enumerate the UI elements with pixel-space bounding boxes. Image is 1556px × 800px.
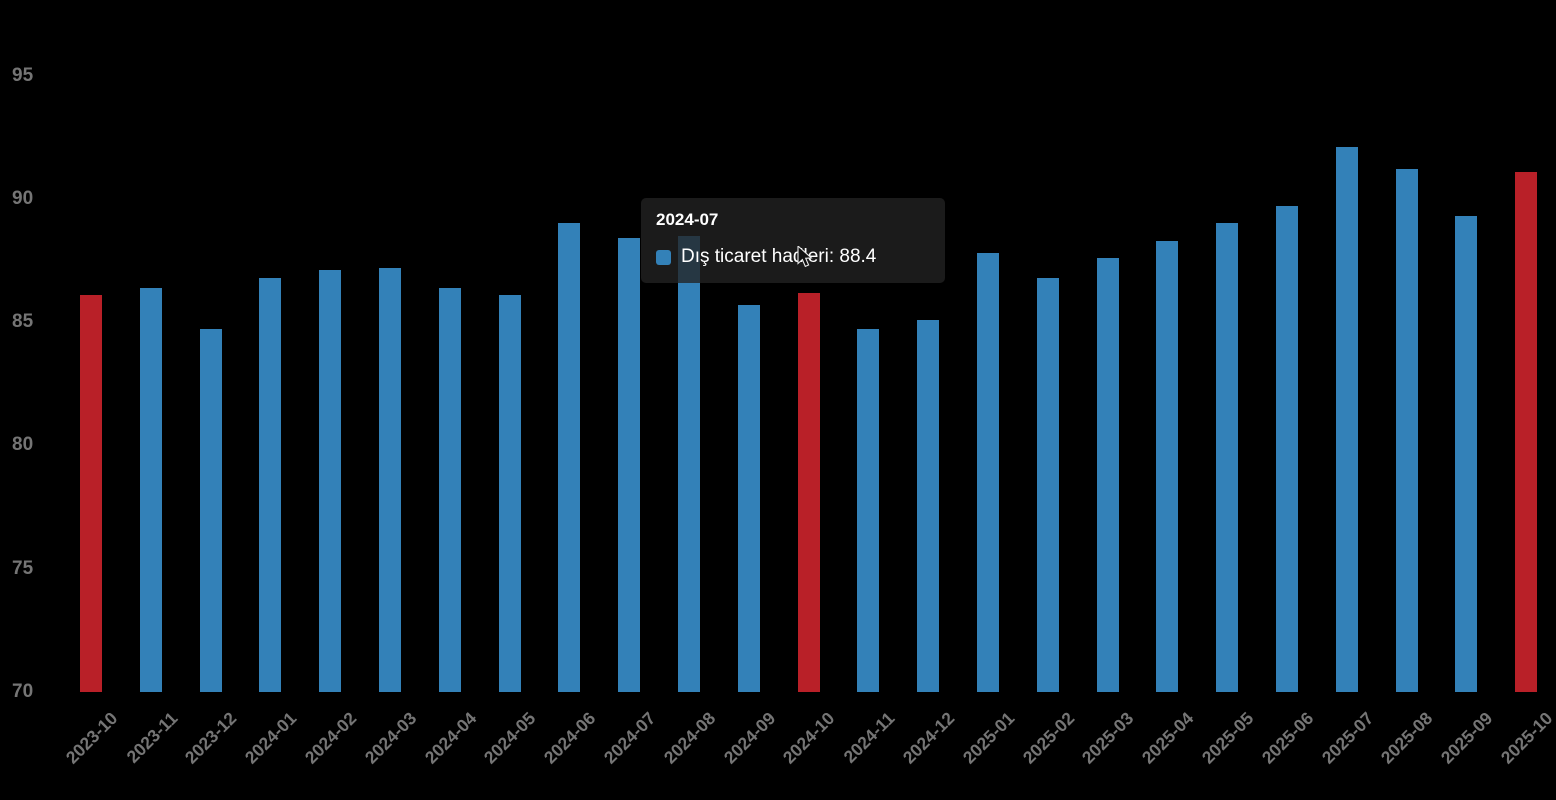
- x-tick-label-2023-11: 2023-11: [122, 708, 181, 767]
- bar-2025-08[interactable]: [1395, 169, 1418, 692]
- bar-2025-02[interactable]: [1036, 277, 1059, 692]
- series-marker-icon: [656, 249, 671, 265]
- x-tick-label-2023-12: 2023-12: [181, 708, 241, 768]
- tooltip-series-value: Dış ticaret hadleri: 88.4: [681, 246, 877, 267]
- tooltip-row: Dış ticaret hadleri: 88.4: [656, 246, 930, 268]
- x-tick-label-2025-07: 2025-07: [1317, 708, 1377, 768]
- x-tick-label-2024-06: 2024-06: [539, 708, 600, 768]
- bar-2024-04[interactable]: [438, 287, 461, 692]
- y-tick-label-75: 75: [12, 557, 34, 579]
- bar-2024-08[interactable]: [678, 235, 700, 692]
- bar-2024-06[interactable]: [558, 223, 581, 692]
- bar-2025-05[interactable]: [1216, 223, 1239, 692]
- x-tick-label-2024-10: 2024-10: [779, 708, 839, 768]
- bar-2024-09[interactable]: [737, 304, 760, 692]
- x-tick-label-2023-10: 2023-10: [61, 708, 122, 768]
- y-tick-label-70: 70: [12, 681, 34, 702]
- mouse-cursor-icon: [797, 246, 813, 268]
- x-tick-label-2024-05: 2024-05: [480, 708, 540, 768]
- bar-2024-11[interactable]: [857, 329, 880, 692]
- y-tick-label-80: 80: [12, 434, 34, 456]
- bar-2025-04[interactable]: [1156, 240, 1179, 692]
- x-tick-label-2025-04: 2025-04: [1137, 708, 1198, 768]
- tooltip-title: 2024-07: [656, 210, 719, 229]
- x-tick-label-2024-07: 2024-07: [599, 708, 660, 768]
- bar-2024-03[interactable]: [379, 267, 401, 692]
- x-tick-label-2025-01: 2025-01: [958, 708, 1019, 768]
- bar-2025-10[interactable]: [1515, 171, 1538, 692]
- x-tick-label-2024-01: 2024-01: [240, 708, 301, 768]
- bar-2025-01[interactable]: [977, 253, 999, 692]
- bar-2024-05[interactable]: [498, 294, 521, 692]
- x-tick-label-2024-09: 2024-09: [719, 708, 779, 768]
- bar-2024-01[interactable]: [259, 277, 282, 692]
- bar-2024-02[interactable]: [319, 270, 342, 692]
- bar-2023-11[interactable]: [139, 287, 162, 692]
- x-tick-label-2024-12: 2024-12: [898, 708, 959, 768]
- bar-2023-12[interactable]: [199, 329, 222, 692]
- x-tick-label-2025-03: 2025-03: [1078, 708, 1138, 768]
- x-tick-label-2024-02: 2024-02: [300, 708, 361, 768]
- bar-2024-07[interactable]: [618, 238, 641, 692]
- x-tick-label-2025-09: 2025-09: [1436, 708, 1497, 768]
- bar-2023-10[interactable]: [80, 294, 102, 692]
- x-tick-label-2025-06: 2025-06: [1257, 708, 1318, 768]
- x-tick-label-2024-08: 2024-08: [659, 708, 720, 768]
- x-tick-label-2025-05: 2025-05: [1197, 708, 1258, 768]
- x-tick-label-2025-02: 2025-02: [1018, 708, 1078, 768]
- tooltip: 2024-07 Dış ticaret hadleri: 88.4: [641, 198, 945, 283]
- x-tick-label-2025-08: 2025-08: [1377, 708, 1437, 768]
- x-tick-label-2024-04: 2024-04: [420, 708, 480, 768]
- y-tick-label-90: 90: [12, 187, 34, 209]
- bar-2024-10[interactable]: [797, 292, 820, 692]
- y-tick-label-85: 85: [12, 311, 34, 333]
- bar-2025-06[interactable]: [1276, 206, 1298, 692]
- bar-2025-09[interactable]: [1455, 216, 1478, 692]
- bar-2024-12[interactable]: [917, 319, 940, 692]
- bar-2025-07[interactable]: [1335, 147, 1358, 692]
- y-tick-label-95: 95: [12, 64, 34, 86]
- bar-2025-03[interactable]: [1096, 257, 1119, 692]
- x-tick-label-2024-03: 2024-03: [360, 708, 421, 768]
- x-tick-label-2025-10: 2025-10: [1496, 708, 1556, 768]
- x-tick-label-2024-11: 2024-11: [839, 708, 899, 767]
